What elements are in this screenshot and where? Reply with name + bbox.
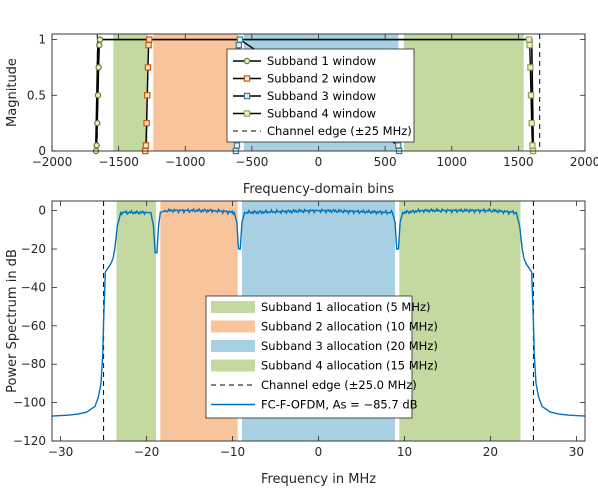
- legend-swatch-marker: [243, 110, 251, 117]
- legend-swatch-patch: [211, 301, 255, 313]
- window-marker: [529, 142, 536, 149]
- bottom-x-tick-label: 30: [569, 445, 584, 459]
- bottom-y-tick-label: 0: [38, 204, 46, 218]
- top-x-tick-label: −1500: [98, 155, 139, 169]
- legend-label: Subband 4 allocation (15 MHz): [261, 359, 438, 373]
- bottom-y-tick-label: −40: [21, 280, 46, 294]
- top-x-tick-label: 500: [374, 155, 397, 169]
- legend-label: Subband 3 allocation (20 MHz): [261, 339, 438, 353]
- bottom-x-tick-label: −10: [220, 445, 245, 459]
- legend-swatch-marker: [243, 57, 251, 65]
- bottom-x-tick-label: 20: [483, 445, 498, 459]
- legend-label: Subband 2 window: [267, 72, 376, 86]
- legend-swatch-patch: [211, 359, 255, 372]
- top-x-tick-label: 2000: [570, 155, 598, 169]
- bottom-y-tick-label: −80: [21, 357, 46, 371]
- allocation-band: [116, 201, 157, 441]
- legend-swatch-patch: [211, 320, 255, 333]
- window-marker: [95, 64, 102, 71]
- window-marker: [144, 64, 152, 71]
- top-x-tick-label: 1500: [503, 155, 534, 169]
- bottom-x-tick-label: 0: [315, 445, 323, 459]
- window-marker: [526, 41, 533, 49]
- bottom-y-tick-label: −120: [13, 434, 46, 448]
- bottom-series: [51, 201, 586, 441]
- legend-label: Subband 1 window: [267, 54, 376, 68]
- shaded-band: [403, 34, 524, 151]
- top-y-tick-label: 0: [38, 144, 46, 158]
- legend-label: Channel edge (±25 MHz): [267, 124, 412, 138]
- window-marker: [142, 142, 150, 149]
- top-y-tick-label: 1: [38, 33, 46, 47]
- allocation-band: [399, 201, 521, 441]
- legend-label: Subband 4 window: [267, 107, 376, 121]
- window-marker: [93, 142, 100, 149]
- legend-swatch-patch: [211, 340, 255, 352]
- top-x-tick-label: 0: [315, 155, 323, 169]
- legend-swatch-marker: [243, 92, 251, 100]
- bottom-x-tick-label: −20: [134, 445, 159, 459]
- window-marker: [96, 41, 103, 49]
- bottom-y-tick-label: −100: [13, 396, 46, 410]
- bottom-y-axis-label: Power Spectrum in dB: [5, 249, 20, 393]
- bottom-y-tick-label: −60: [21, 319, 46, 333]
- top-axes: −2000 −1500 −1000 −500 0 500 1000 1500 2000 0 0.5 1…: [5, 33, 598, 197]
- window-marker: [145, 41, 152, 49]
- window-marker: [528, 119, 535, 127]
- window-marker: [146, 36, 153, 43]
- bottom-legend-box: [205, 295, 413, 419]
- top-x-tick-label: −1000: [165, 155, 206, 169]
- window-marker: [525, 36, 533, 43]
- top-x-tick-label: 1000: [436, 155, 467, 169]
- window-marker: [94, 92, 102, 99]
- bottom-axes: −30 −20 −10 0 10 20 300−20−40−60−80−100−120 Fr…: [5, 200, 586, 487]
- top-ticks: −2000 −1500 −1000 −500 0 500 1000 1500 2000 0 0.5 1: [27, 33, 598, 169]
- window-marker: [233, 142, 241, 149]
- window-marker: [143, 119, 150, 127]
- bottom-x-axis-label: Frequency in MHz: [261, 472, 376, 487]
- top-x-tick-label: −500: [235, 155, 268, 169]
- spectrum-series-line: [51, 207, 586, 417]
- window-marker: [527, 92, 535, 99]
- shaded-band: [113, 34, 148, 151]
- legend-swatch-marker: [243, 75, 251, 82]
- shaded-band: [153, 34, 239, 151]
- window-marker: [236, 36, 244, 43]
- legend-label: Subband 2 allocation (10 MHz): [261, 320, 438, 334]
- bottom-y-tick-label: −20: [21, 242, 46, 256]
- window-marker: [144, 92, 151, 99]
- top-y-axis-label: Magnitude: [5, 58, 20, 127]
- window-marker: [96, 36, 104, 43]
- legend-label: Subband 1 allocation (5 MHz): [261, 300, 431, 314]
- legend-label: FC-F-OFDM, As = −85.7 dB: [261, 398, 418, 412]
- top-x-tick-label: −2000: [32, 155, 73, 169]
- window-marker: [527, 64, 534, 71]
- top-x-axis-label: Frequency-domain bins: [243, 182, 395, 197]
- bottom-ticks: −30 −20 −10 0 10 20 300−20−40−60−80−100−120: [13, 201, 585, 459]
- bottom-legend: Subband 1 allocation (5 MHz) Subband 2 al…: [205, 295, 438, 419]
- window-marker: [394, 142, 402, 149]
- legend-label: Channel edge (±25.0 MHz): [261, 378, 417, 392]
- window-marker: [235, 41, 243, 49]
- bottom-x-tick-label: 10: [397, 445, 412, 459]
- top-legend: Subband 1 window Subband 2 window Subband …: [226, 48, 415, 143]
- top-y-tick-label: 0.5: [27, 88, 46, 102]
- legend-label: Subband 3 window: [267, 89, 376, 103]
- window-marker: [94, 119, 101, 127]
- bottom-x-tick-label: −30: [48, 445, 73, 459]
